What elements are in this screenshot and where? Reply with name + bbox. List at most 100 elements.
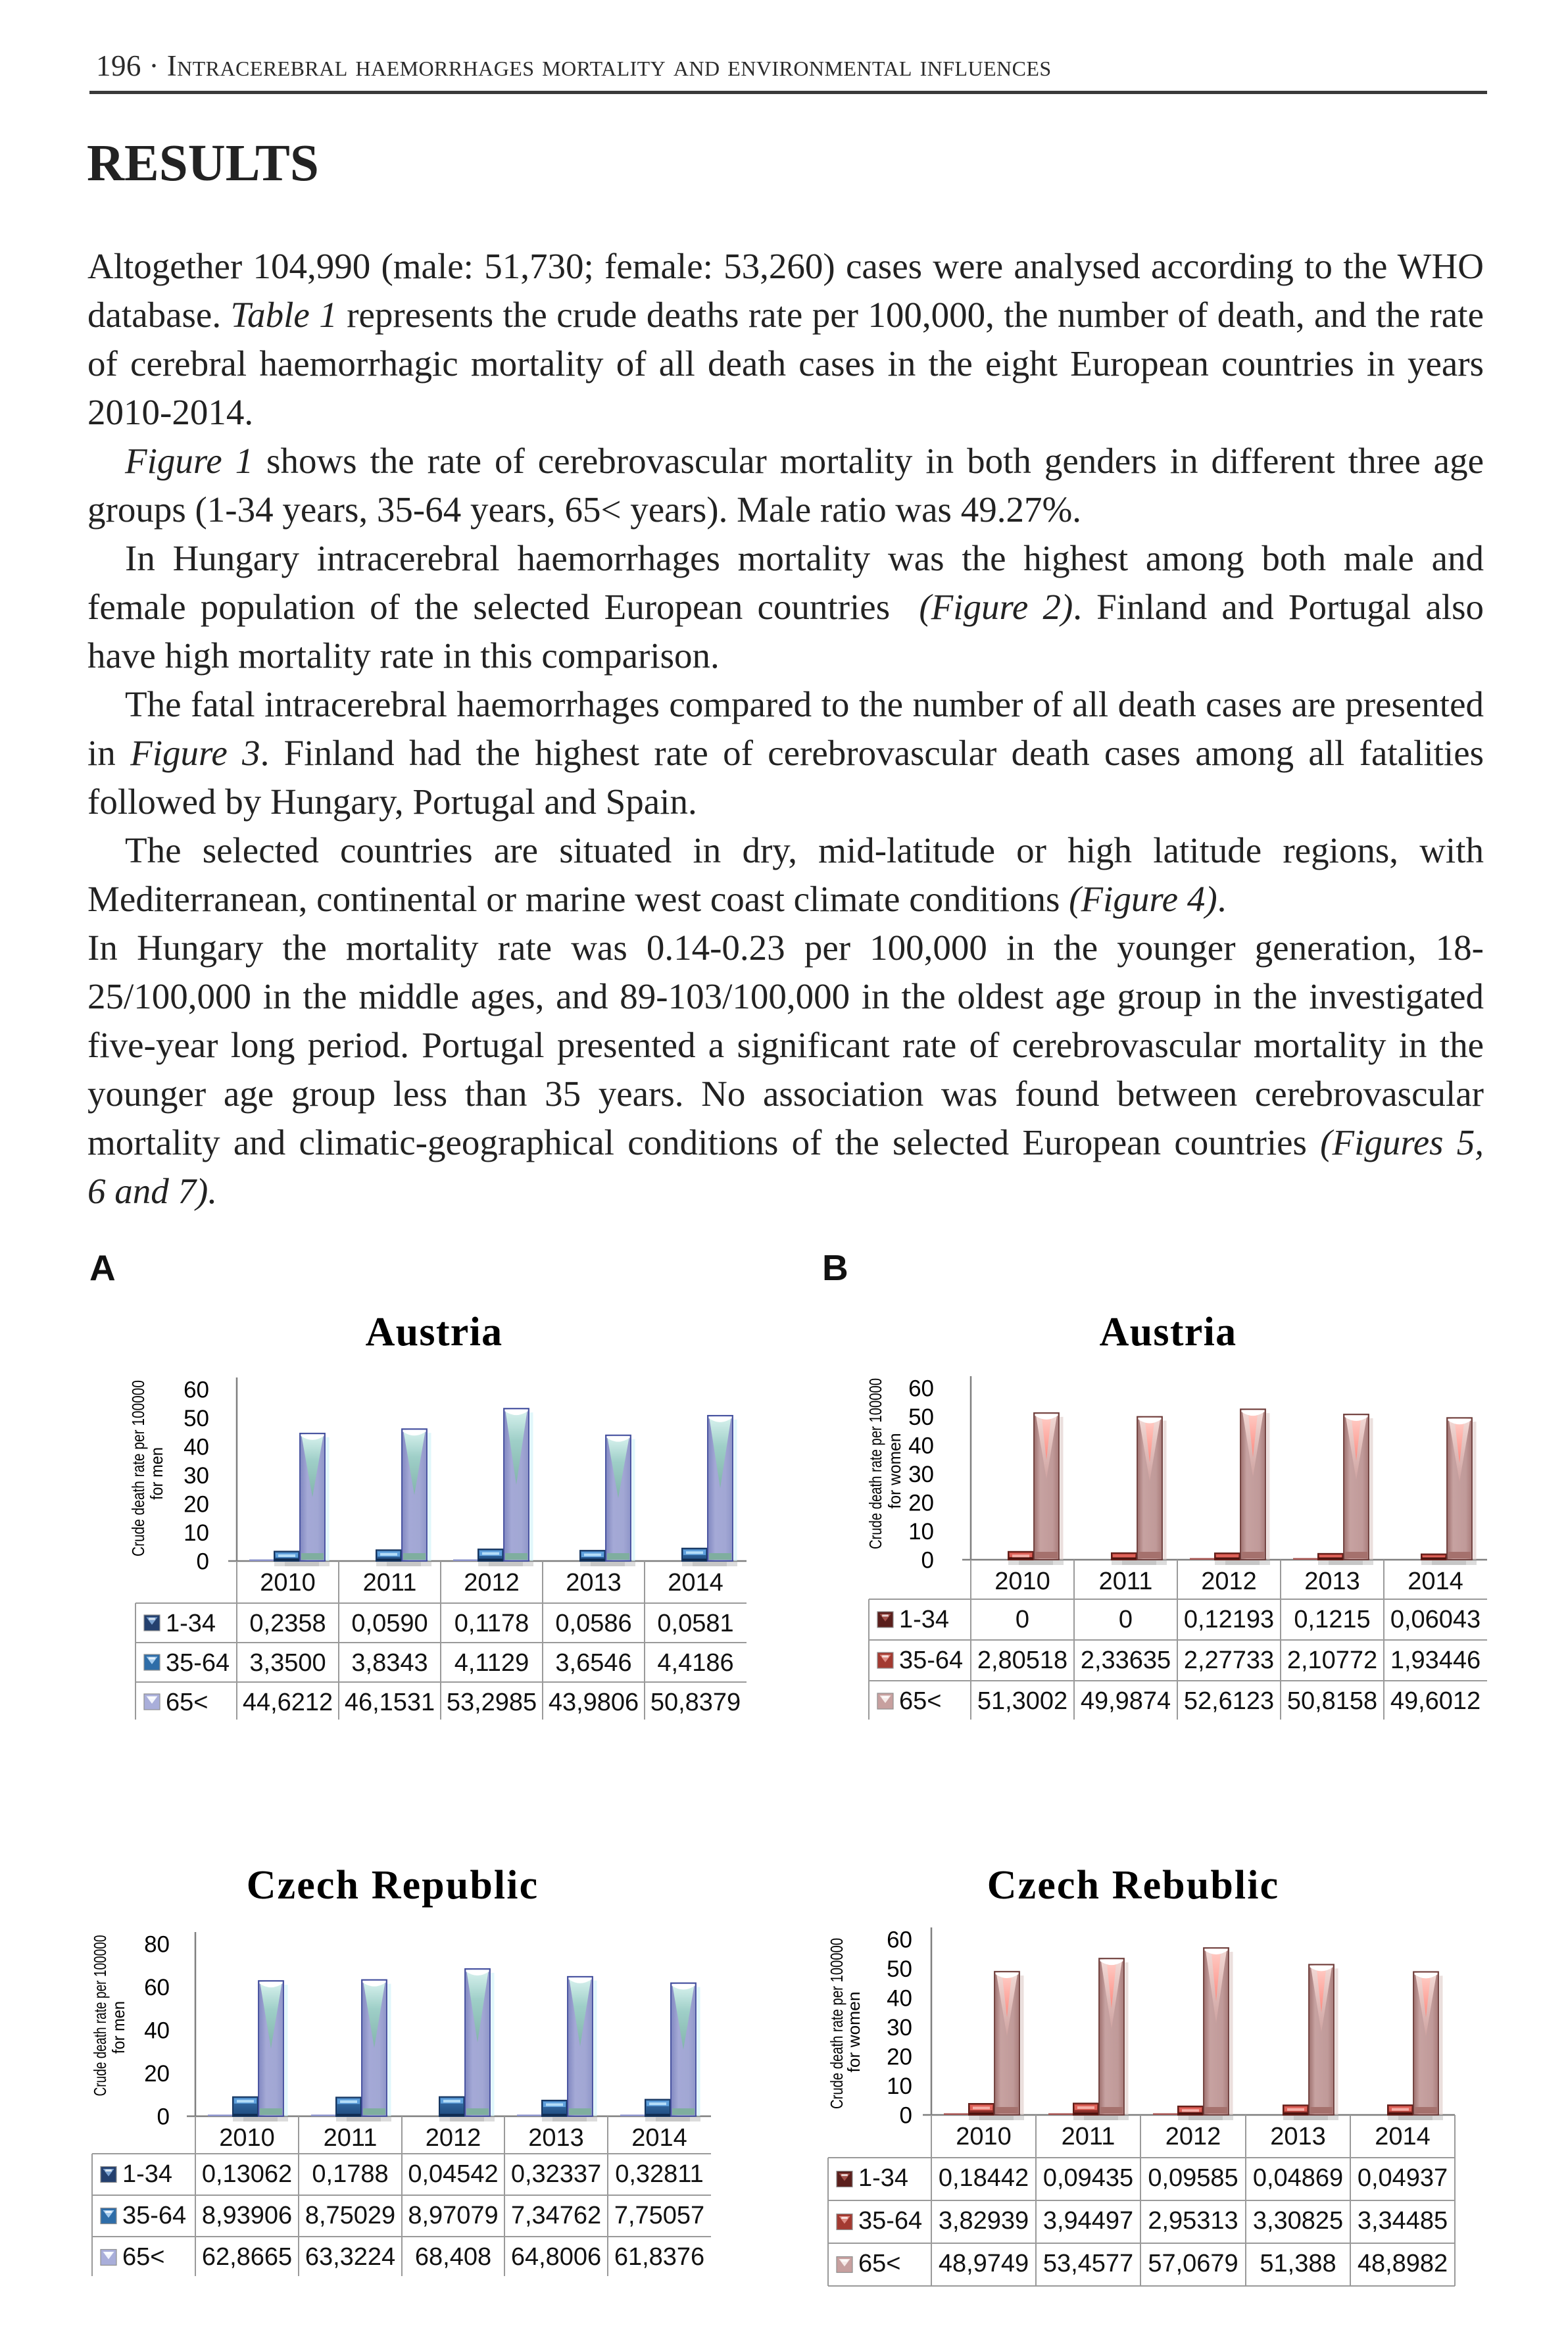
svg-text:1-34: 1-34 — [122, 2160, 172, 2188]
svg-text:10: 10 — [908, 1519, 934, 1545]
svg-text:35-64: 35-64 — [899, 1647, 963, 1674]
svg-text:Crude death rate per 100000: Crude death rate per 100000 — [90, 1935, 110, 2096]
svg-text:2011: 2011 — [1062, 2123, 1115, 2150]
svg-text:3,82939: 3,82939 — [939, 2207, 1029, 2235]
svg-text:63,3224: 63,3224 — [305, 2243, 395, 2271]
svg-text:2012: 2012 — [1165, 2123, 1221, 2150]
svg-text:65<: 65< — [899, 1687, 941, 1715]
svg-text:2,80518: 2,80518 — [977, 1647, 1067, 1674]
svg-text:44,6212: 44,6212 — [243, 1689, 333, 1716]
svg-text:2013: 2013 — [566, 1569, 622, 1597]
svg-text:20: 20 — [908, 1491, 934, 1516]
svg-text:0: 0 — [197, 1549, 209, 1575]
svg-text:43,9806: 43,9806 — [549, 1689, 639, 1716]
svg-text:64,8006: 64,8006 — [511, 2243, 601, 2271]
svg-text:0,09435: 0,09435 — [1043, 2164, 1133, 2192]
svg-text:3,6546: 3,6546 — [555, 1649, 631, 1677]
svg-text:40: 40 — [144, 2018, 170, 2044]
svg-text:2010: 2010 — [994, 1568, 1050, 1595]
svg-text:48,8982: 48,8982 — [1358, 2250, 1448, 2277]
svg-text:for men: for men — [147, 1447, 166, 1500]
svg-text:8,97079: 8,97079 — [408, 2202, 498, 2229]
svg-text:0: 0 — [1119, 1606, 1133, 1633]
svg-text:60: 60 — [144, 1975, 170, 2000]
svg-text:40: 40 — [887, 1986, 912, 2012]
svg-text:3,30825: 3,30825 — [1253, 2207, 1343, 2235]
svg-text:80: 80 — [144, 1932, 170, 1958]
svg-text:48,9749: 48,9749 — [939, 2250, 1029, 2277]
svg-text:1-34: 1-34 — [858, 2164, 908, 2192]
svg-text:49,6012: 49,6012 — [1390, 1687, 1481, 1715]
svg-text:1-34: 1-34 — [166, 1610, 216, 1637]
svg-text:for women: for women — [844, 1992, 864, 2073]
svg-text:65<: 65< — [122, 2243, 164, 2271]
svg-text:46,1531: 46,1531 — [345, 1689, 435, 1716]
svg-text:0,04937: 0,04937 — [1358, 2164, 1448, 2192]
svg-text:3,94497: 3,94497 — [1043, 2207, 1133, 2235]
svg-text:2011: 2011 — [363, 1569, 417, 1597]
svg-text:8,75029: 8,75029 — [305, 2202, 395, 2229]
svg-text:35-64: 35-64 — [166, 1649, 230, 1677]
svg-text:7,34762: 7,34762 — [511, 2202, 601, 2229]
svg-text:2010: 2010 — [219, 2124, 275, 2152]
svg-text:52,6123: 52,6123 — [1184, 1687, 1274, 1715]
svg-text:2014: 2014 — [668, 1569, 723, 1597]
svg-text:35-64: 35-64 — [122, 2202, 186, 2229]
svg-text:2012: 2012 — [426, 2124, 481, 2152]
svg-text:62,8665: 62,8665 — [202, 2243, 292, 2271]
svg-text:2013: 2013 — [528, 2124, 584, 2152]
svg-text:3,34485: 3,34485 — [1358, 2207, 1448, 2235]
svg-text:Czech Republic: Czech Republic — [247, 1863, 539, 1908]
svg-text:Crude death rate per 100000: Crude death rate per 100000 — [866, 1378, 885, 1549]
svg-text:0,04542: 0,04542 — [408, 2160, 498, 2188]
svg-text:0,1215: 0,1215 — [1294, 1606, 1370, 1633]
svg-text:40: 40 — [908, 1433, 934, 1459]
svg-text:0,12193: 0,12193 — [1184, 1606, 1274, 1633]
svg-text:1-34: 1-34 — [899, 1606, 949, 1633]
svg-text:2012: 2012 — [464, 1569, 520, 1597]
svg-text:Crude death rate per 100000: Crude death rate per 100000 — [128, 1380, 148, 1556]
svg-text:50: 50 — [908, 1404, 934, 1430]
svg-text:40: 40 — [184, 1435, 209, 1460]
svg-text:0: 0 — [157, 2104, 170, 2130]
svg-text:7,75057: 7,75057 — [614, 2202, 704, 2229]
svg-text:49,9874: 49,9874 — [1081, 1687, 1171, 1715]
svg-text:30: 30 — [184, 1463, 209, 1489]
svg-text:30: 30 — [908, 1462, 934, 1487]
svg-text:0,32337: 0,32337 — [511, 2160, 601, 2188]
svg-text:0,32811: 0,32811 — [615, 2160, 704, 2188]
svg-text:30: 30 — [887, 2015, 912, 2041]
svg-text:53,4577: 53,4577 — [1043, 2250, 1133, 2277]
svg-text:2011: 2011 — [1099, 1568, 1153, 1595]
svg-text:61,8376: 61,8376 — [614, 2243, 704, 2271]
svg-text:68,408: 68,408 — [415, 2243, 491, 2271]
svg-text:35-64: 35-64 — [858, 2207, 922, 2235]
svg-text:4,4186: 4,4186 — [657, 1649, 733, 1677]
svg-text:0,1178: 0,1178 — [454, 1610, 529, 1637]
svg-text:57,0679: 57,0679 — [1148, 2250, 1238, 2277]
svg-text:2014: 2014 — [1408, 1568, 1463, 1595]
svg-text:8,93906: 8,93906 — [202, 2202, 292, 2229]
svg-text:2012: 2012 — [1201, 1568, 1257, 1595]
svg-text:50,8379: 50,8379 — [650, 1689, 741, 1716]
svg-text:0,0581: 0,0581 — [657, 1610, 733, 1637]
svg-text:2,95313: 2,95313 — [1148, 2207, 1238, 2235]
svg-text:50: 50 — [184, 1406, 209, 1431]
svg-text:4,1129: 4,1129 — [454, 1649, 529, 1677]
svg-text:0: 0 — [921, 1548, 934, 1574]
svg-text:50: 50 — [887, 1956, 912, 1982]
svg-text:2013: 2013 — [1304, 1568, 1360, 1595]
svg-text:2,33635: 2,33635 — [1081, 1647, 1171, 1674]
svg-text:2,10772: 2,10772 — [1287, 1647, 1377, 1674]
svg-text:0,18442: 0,18442 — [939, 2164, 1029, 2192]
svg-text:1,93446: 1,93446 — [1390, 1647, 1481, 1674]
svg-text:for men: for men — [109, 2001, 128, 2054]
svg-text:Austria: Austria — [366, 1310, 503, 1354]
svg-text:51,3002: 51,3002 — [977, 1687, 1067, 1715]
svg-text:2013: 2013 — [1270, 2123, 1326, 2150]
svg-text:20: 20 — [144, 2061, 170, 2087]
svg-text:Crude death rate per 100000: Crude death rate per 100000 — [827, 1938, 846, 2109]
svg-text:Austria: Austria — [1100, 1310, 1237, 1354]
svg-text:3,8343: 3,8343 — [351, 1649, 428, 1677]
svg-text:3,3500: 3,3500 — [249, 1649, 326, 1677]
